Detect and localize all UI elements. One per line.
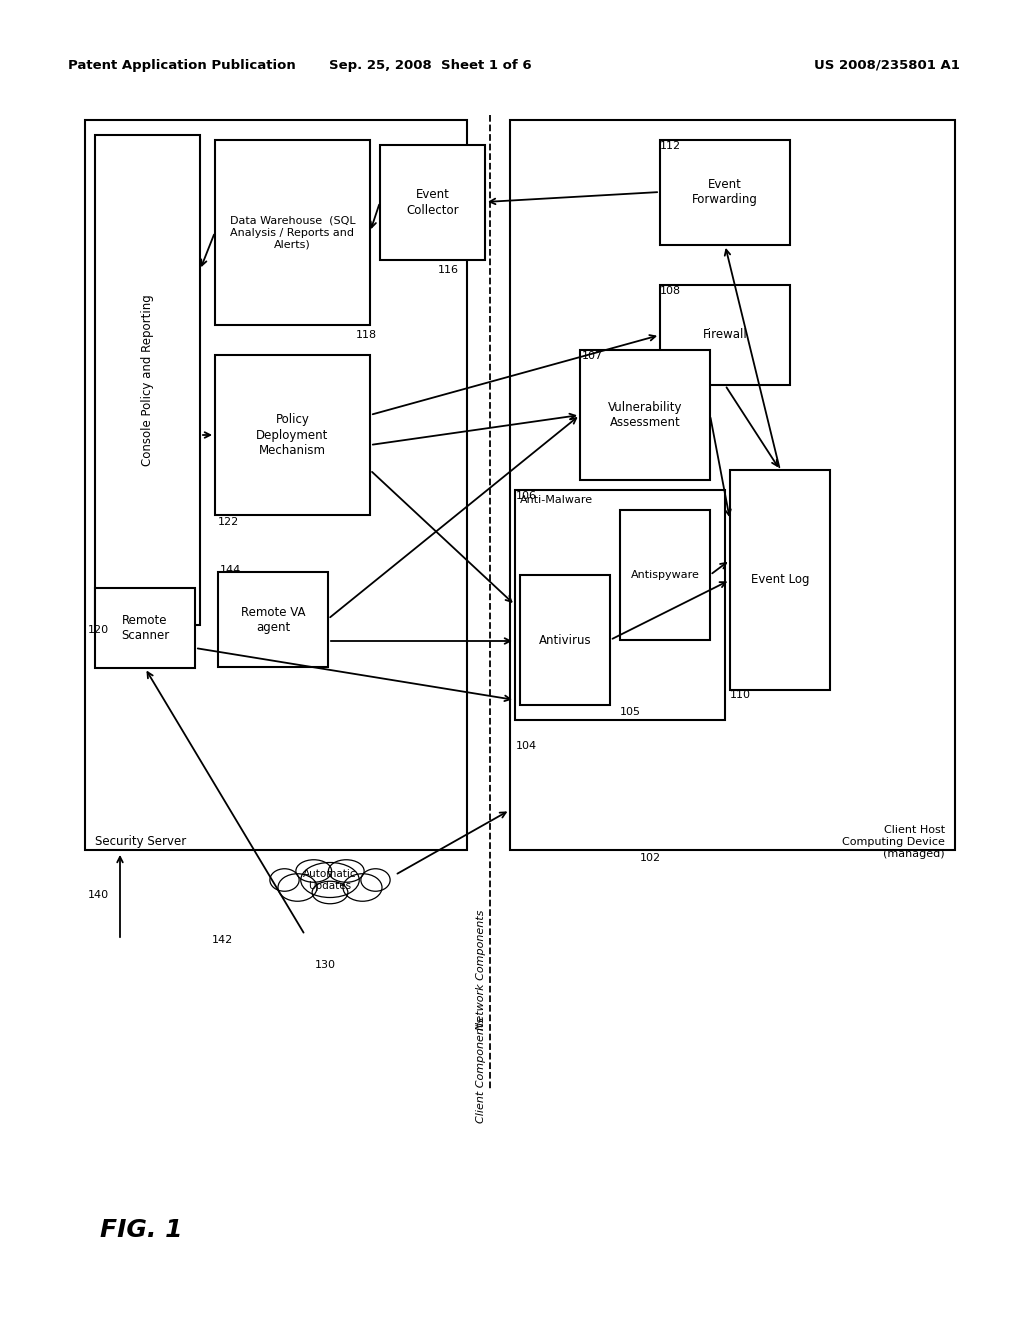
- Bar: [510, 120, 955, 850]
- Text: US 2008/235801 A1: US 2008/235801 A1: [814, 58, 961, 71]
- Ellipse shape: [360, 869, 390, 891]
- Bar: [95, 587, 195, 668]
- Text: 144: 144: [220, 565, 242, 576]
- Text: Event Log: Event Log: [751, 573, 809, 586]
- Text: Vulnerability
Assessment: Vulnerability Assessment: [608, 401, 682, 429]
- Text: Anti-Malware: Anti-Malware: [520, 495, 593, 506]
- Text: Firewall: Firewall: [702, 329, 748, 342]
- Bar: [620, 510, 710, 640]
- Text: 104: 104: [516, 741, 538, 751]
- Bar: [660, 140, 790, 246]
- Ellipse shape: [270, 869, 299, 891]
- Text: Security Server: Security Server: [95, 836, 186, 849]
- Text: 130: 130: [315, 960, 336, 970]
- Text: 102: 102: [640, 853, 662, 863]
- Bar: [580, 350, 710, 480]
- Text: 118: 118: [356, 330, 377, 341]
- Text: Automatic
Updates: Automatic Updates: [303, 869, 356, 891]
- Text: 116: 116: [438, 265, 459, 275]
- Bar: [215, 140, 370, 325]
- Text: Antivirus: Antivirus: [539, 634, 591, 647]
- Text: Network Components: Network Components: [476, 909, 486, 1030]
- Bar: [660, 285, 790, 385]
- Text: FIG. 1: FIG. 1: [100, 1218, 182, 1242]
- Bar: [95, 135, 200, 624]
- Bar: [380, 145, 485, 260]
- Text: Client Host
Computing Device
(managed): Client Host Computing Device (managed): [842, 825, 945, 858]
- Ellipse shape: [278, 874, 317, 902]
- Text: Antispyware: Antispyware: [631, 570, 699, 579]
- Text: Data Warehouse  (SQL
Analysis / Reports and
Alerts): Data Warehouse (SQL Analysis / Reports a…: [229, 216, 355, 249]
- Text: 106: 106: [516, 491, 537, 502]
- Text: Patent Application Publication: Patent Application Publication: [68, 58, 296, 71]
- Text: 122: 122: [218, 517, 240, 527]
- Text: Remote
Scanner: Remote Scanner: [121, 614, 169, 642]
- Ellipse shape: [312, 882, 348, 904]
- Text: 142: 142: [212, 935, 233, 945]
- Bar: [218, 572, 328, 667]
- Bar: [215, 355, 370, 515]
- Ellipse shape: [296, 859, 332, 882]
- Text: 110: 110: [730, 690, 751, 700]
- Ellipse shape: [343, 874, 382, 902]
- Text: Policy
Deployment
Mechanism: Policy Deployment Mechanism: [256, 413, 329, 457]
- Ellipse shape: [329, 859, 365, 882]
- Text: Remote VA
agent: Remote VA agent: [241, 606, 305, 634]
- Text: Client Components: Client Components: [476, 1016, 486, 1123]
- Text: 140: 140: [88, 890, 110, 900]
- Text: Sep. 25, 2008  Sheet 1 of 6: Sep. 25, 2008 Sheet 1 of 6: [329, 58, 531, 71]
- Bar: [520, 576, 610, 705]
- Text: 112: 112: [660, 141, 681, 150]
- Text: Console Policy and Reporting: Console Policy and Reporting: [141, 294, 154, 466]
- Bar: [515, 490, 725, 719]
- Ellipse shape: [301, 862, 359, 898]
- Bar: [85, 120, 467, 850]
- Bar: [730, 470, 830, 690]
- Text: 120: 120: [88, 624, 110, 635]
- Text: Event
Forwarding: Event Forwarding: [692, 178, 758, 206]
- Text: Event
Collector: Event Collector: [407, 189, 459, 216]
- Text: 105: 105: [620, 708, 641, 717]
- Text: 108: 108: [660, 286, 681, 296]
- Text: 107: 107: [582, 351, 603, 360]
